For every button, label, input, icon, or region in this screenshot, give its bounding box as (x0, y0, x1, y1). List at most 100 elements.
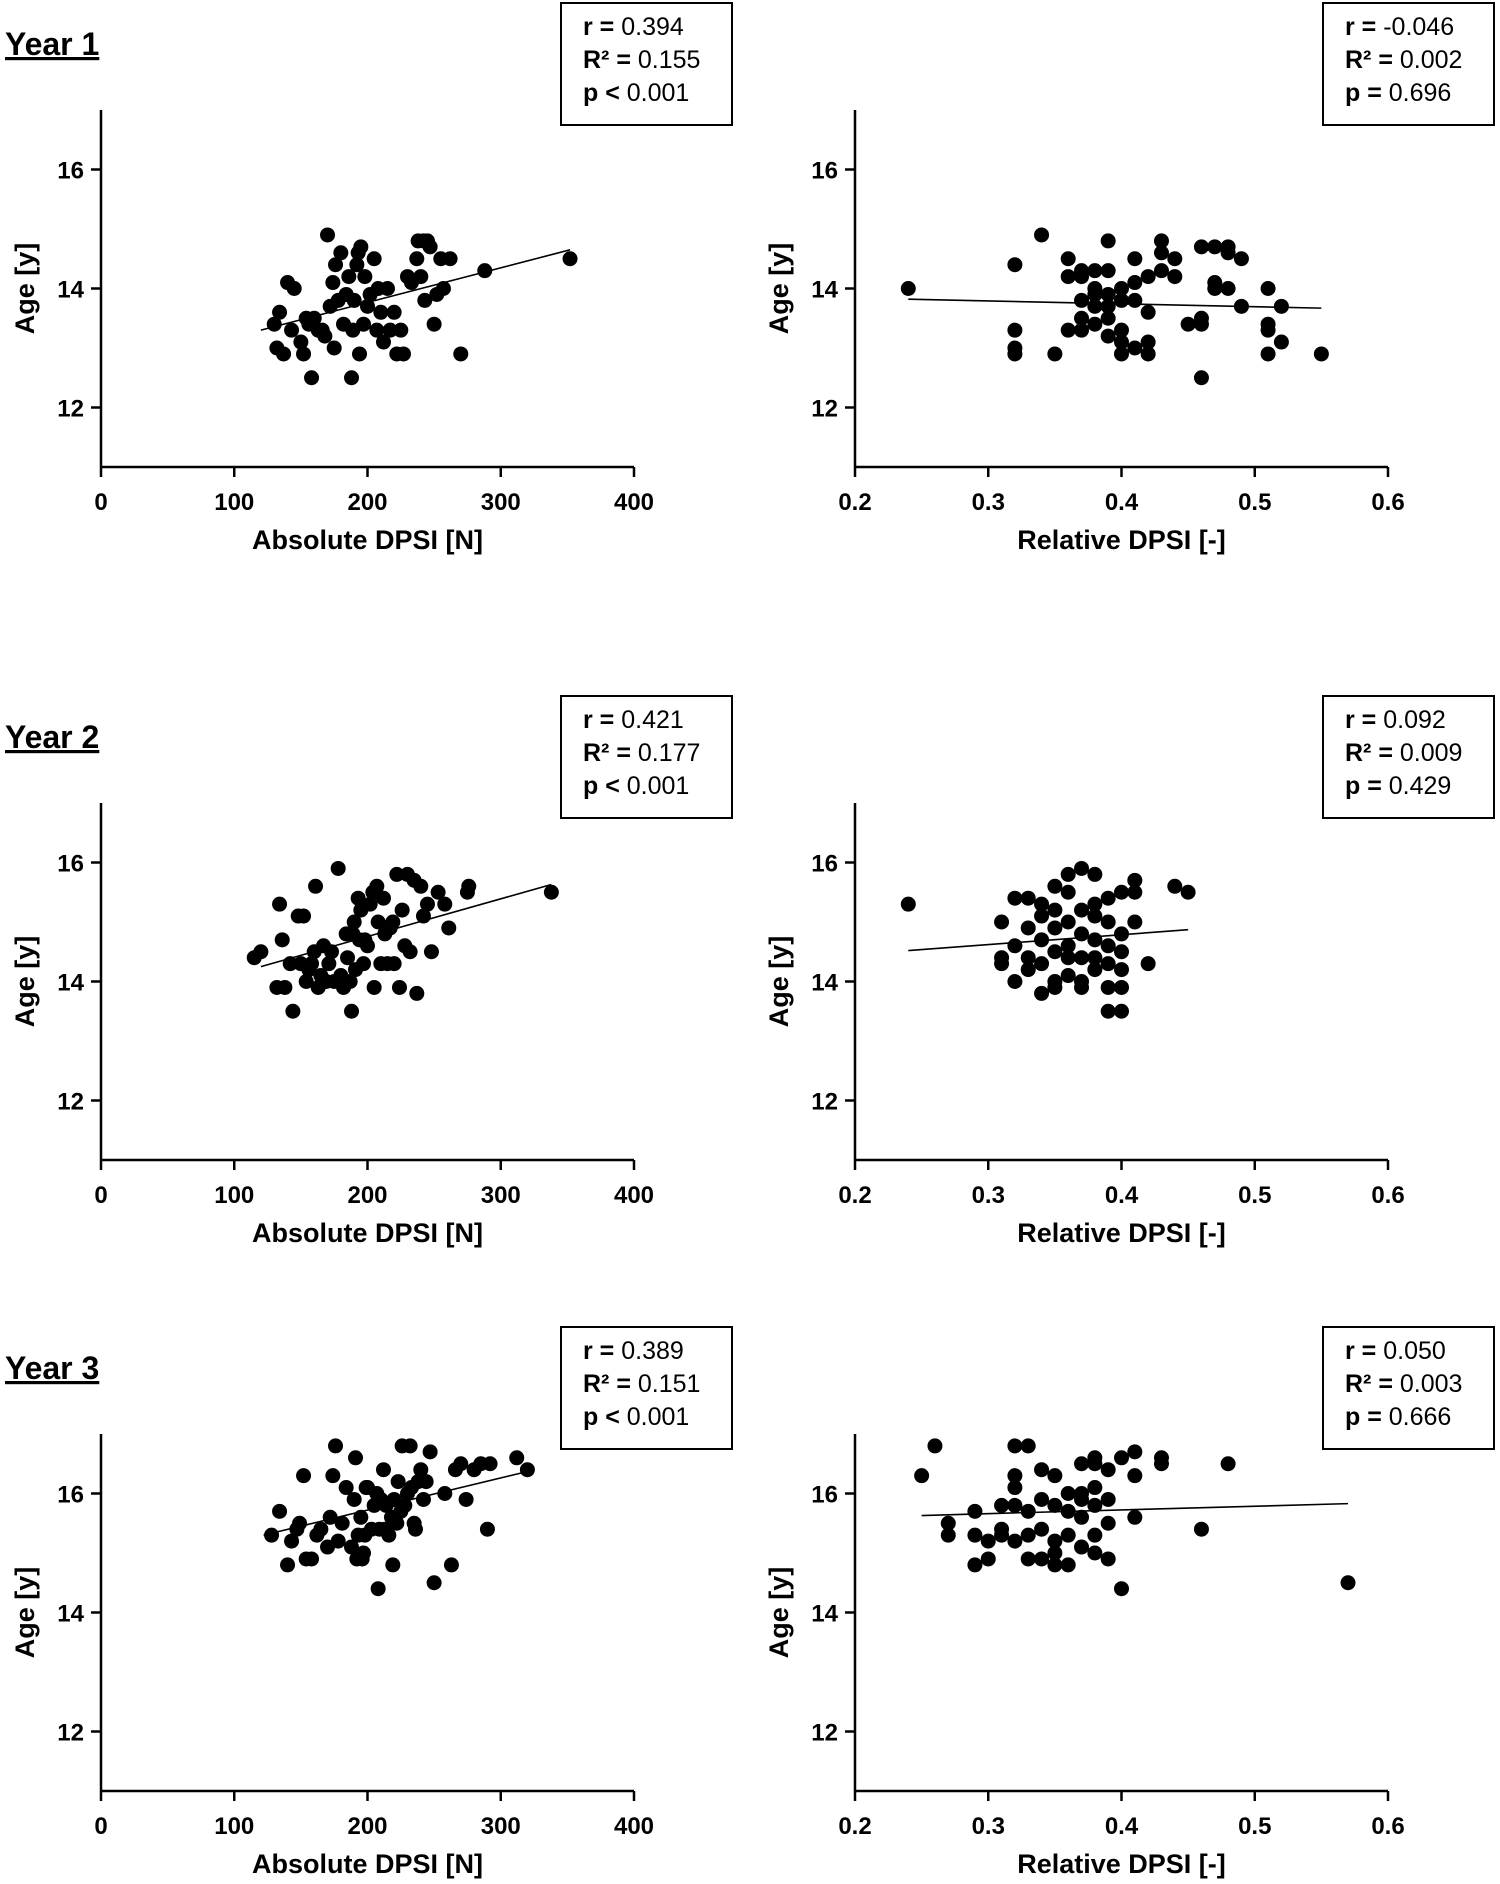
stat-r-squared-value: 0.177 (631, 739, 701, 767)
stat-r-squared: R² = 0.002 (1345, 46, 1462, 74)
data-point (296, 1468, 312, 1484)
stat-p-key: p < (583, 1403, 620, 1431)
data-point (1220, 245, 1236, 261)
data-point (927, 1438, 943, 1454)
data-point (1034, 1551, 1050, 1567)
data-point (1074, 1539, 1090, 1555)
data-point (1020, 1527, 1036, 1543)
y-tick-label: 16 (57, 158, 84, 185)
y-tick-label: 16 (811, 1482, 838, 1509)
data-point (1060, 938, 1076, 954)
data-point (1087, 1480, 1103, 1496)
data-point (280, 1557, 296, 1573)
data-point (298, 974, 314, 989)
y-tick-label: 12 (811, 1720, 838, 1747)
data-point (1127, 1509, 1143, 1525)
data-point (1047, 1533, 1063, 1549)
data-point (453, 346, 469, 362)
y-tick-label: 14 (57, 970, 84, 997)
x-tick-label: 400 (614, 489, 654, 516)
data-point (328, 1438, 344, 1454)
scatter-panel-3: Year 2 0 100 200 300 400 12 14 16 Absolute DPSI [… (5, 695, 733, 1248)
data-point (1020, 1551, 1036, 1567)
data-point (1074, 902, 1090, 918)
data-point (353, 1509, 369, 1525)
stat-p-key: p = (1345, 772, 1382, 800)
data-point (1034, 1521, 1050, 1537)
data-point (1127, 275, 1143, 291)
stat-r-squared: R² = 0.009 (1345, 739, 1462, 767)
data-point (353, 239, 369, 255)
stats-box-border (560, 1326, 733, 1450)
data-point (276, 346, 292, 362)
data-point (1140, 956, 1156, 972)
stat-r-squared-value: 0.155 (631, 46, 701, 74)
data-point (461, 878, 477, 894)
data-point (342, 974, 358, 989)
y-tick-label: 14 (811, 970, 838, 997)
data-point (393, 322, 409, 338)
data-point (344, 370, 360, 386)
x-tick-label: 0.6 (1371, 1182, 1404, 1209)
data-point (1153, 1456, 1169, 1472)
stat-p-value: 0.001 (620, 772, 690, 800)
data-point (389, 1515, 405, 1531)
data-point (1047, 1557, 1063, 1573)
stat-r-squared: R² = 0.177 (583, 739, 700, 767)
data-point (1100, 956, 1116, 972)
data-point (477, 263, 493, 279)
data-point (1074, 1509, 1090, 1525)
x-axis-title: Relative DPSI [-] (1017, 525, 1226, 555)
data-point (389, 866, 405, 882)
stat-r-squared-key: R² = (1345, 739, 1393, 767)
data-point (1034, 896, 1050, 912)
stat-r: r = 0.394 (583, 13, 684, 41)
data-point (369, 878, 385, 894)
data-point (1074, 1491, 1090, 1507)
data-point (1100, 914, 1116, 930)
data-point (1153, 233, 1169, 249)
data-point (413, 878, 429, 894)
stat-p-value: 0.666 (1382, 1403, 1452, 1431)
stat-p: p = 0.696 (1345, 79, 1451, 107)
stat-r-squared-key: R² = (583, 46, 631, 74)
data-point (479, 1521, 495, 1537)
y-tick-label: 12 (811, 396, 838, 423)
data-point (395, 346, 411, 362)
x-tick-label: 0.3 (972, 1813, 1005, 1840)
data-point (356, 316, 372, 332)
data-point (1127, 884, 1143, 900)
data-point (1034, 227, 1050, 243)
x-tick-label: 0 (94, 489, 107, 516)
x-tick-label: 200 (347, 489, 387, 516)
x-tick-label: 0.4 (1105, 489, 1139, 516)
data-point (349, 257, 365, 273)
data-point (357, 269, 373, 285)
y-tick-label: 14 (811, 1601, 838, 1628)
data-point (385, 1557, 401, 1573)
stat-r-key: r = (1345, 1337, 1376, 1365)
data-point (1140, 304, 1156, 320)
data-point (914, 1468, 930, 1484)
data-point (1114, 944, 1129, 960)
x-tick-label: 0.3 (972, 1182, 1005, 1209)
x-tick-label: 400 (614, 1813, 654, 1840)
data-point (1180, 884, 1196, 900)
data-point (1007, 1533, 1023, 1549)
data-point (296, 908, 312, 924)
data-point (1207, 281, 1223, 296)
data-point (1074, 979, 1090, 995)
x-tick-label: 0.4 (1105, 1182, 1139, 1209)
data-point (325, 275, 341, 291)
data-point (426, 316, 442, 332)
data-point (1220, 281, 1236, 296)
stat-p-value: 0.001 (620, 79, 690, 107)
x-tick-label: 200 (347, 1813, 387, 1840)
x-tick-label: 0 (94, 1813, 107, 1840)
stat-r-squared-key: R² = (1345, 1370, 1393, 1398)
x-tick-label: 100 (214, 1813, 254, 1840)
data-point (356, 956, 372, 972)
data-point (1020, 1503, 1036, 1519)
data-point (1114, 962, 1129, 978)
panel-title: Year 2 (5, 719, 99, 755)
